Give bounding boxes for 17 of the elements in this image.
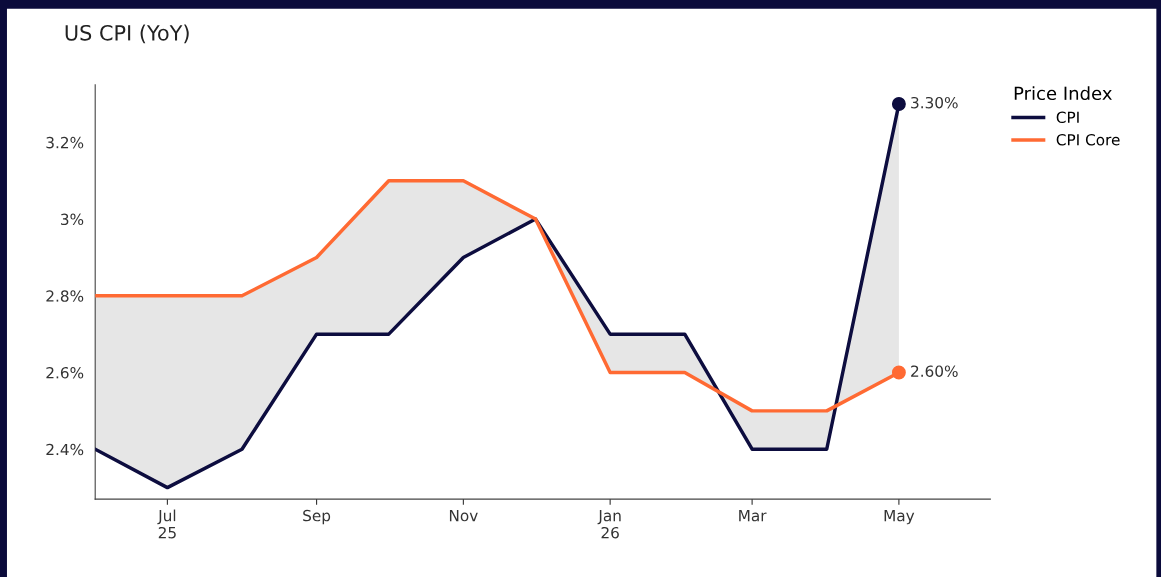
x-tick-label: Sep	[303, 509, 331, 525]
x-tick-label: Nov	[449, 509, 478, 522]
y-tick-label: 3.2%	[46, 136, 84, 149]
legend-label: CPI	[1056, 111, 1079, 124]
data-label: 3.30%	[911, 96, 958, 109]
legend-title: Price Index	[1014, 86, 1112, 101]
x-tick-label: May	[884, 509, 915, 525]
y-tick-label: 2.8%	[46, 290, 84, 302]
y-tick-label: 2.6%	[46, 366, 84, 379]
y-tick-label: 2.4%	[46, 443, 84, 456]
data-label: 2.60%	[911, 365, 958, 377]
x-tick-label: Jan 26	[597, 509, 621, 539]
x-tick-label: Jul 25	[157, 509, 176, 539]
chart-title: US CPI (YoY)	[65, 24, 189, 44]
x-tick-label: Mar	[739, 509, 767, 522]
legend-label: CPI Core	[1056, 133, 1120, 146]
y-tick-label: 3%	[61, 213, 84, 226]
